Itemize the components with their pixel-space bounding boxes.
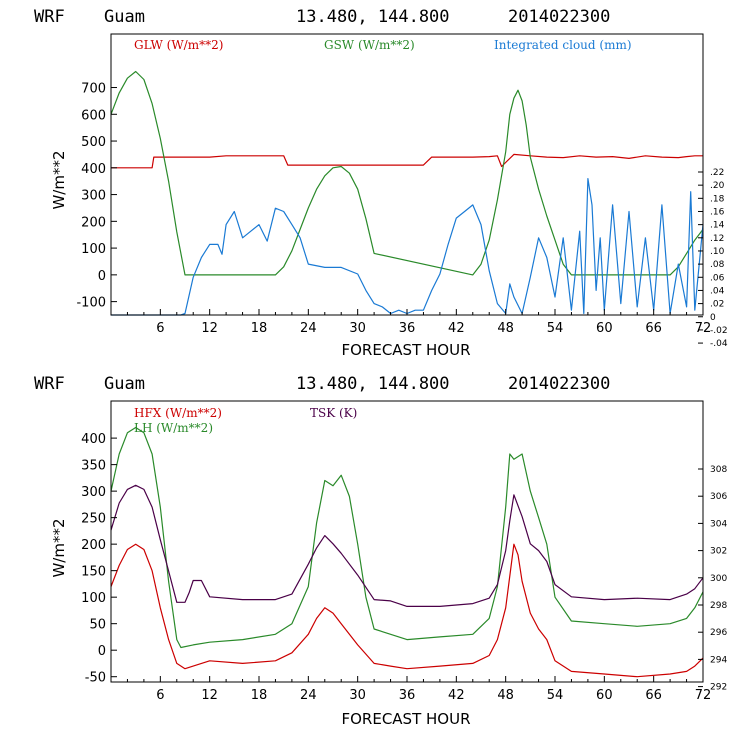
top-xtick: 54 <box>547 321 564 336</box>
bottom-ylabel: W/m**2 <box>50 518 68 577</box>
bottom-model-label: WRF <box>34 374 65 394</box>
bottom-xtick: 54 <box>547 688 564 703</box>
top-model-label: WRF <box>34 7 65 27</box>
bottom-ytick: 200 <box>81 538 106 553</box>
top-rtick: .14 <box>710 221 725 231</box>
bottom-series-line-2 <box>110 484 704 608</box>
bottom-xtick: 36 <box>399 688 416 703</box>
top-panel: WRF Guam 13.480, 144.800 2014022300 GLW … <box>34 7 728 359</box>
top-init-label: 2014022300 <box>508 7 610 27</box>
bottom-ytick: -50 <box>85 671 106 686</box>
top-ytick: 300 <box>81 189 106 204</box>
top-rtick: .04 <box>710 286 725 296</box>
top-ytick: 200 <box>81 215 106 230</box>
bottom-ytick: 300 <box>81 485 106 500</box>
bottom-init-label: 2014022300 <box>508 374 610 394</box>
top-xtick: 6 <box>156 321 164 336</box>
top-series-group <box>110 70 704 316</box>
top-ytick: 500 <box>81 135 106 150</box>
bottom-ytick: 0 <box>98 644 106 659</box>
bottom-rtick: 306 <box>710 492 727 502</box>
bottom-xtick: 42 <box>448 688 465 703</box>
top-rtick: .06 <box>710 273 725 283</box>
top-rtick: .22 <box>710 168 724 178</box>
top-rtick: .10 <box>710 247 725 257</box>
bottom-ytick: 100 <box>81 591 106 606</box>
top-ylabel: W/m**2 <box>50 150 68 209</box>
bottom-legend-tsk: TSK (K) <box>310 406 357 420</box>
bottom-xtick: 18 <box>251 688 268 703</box>
top-rtick: .02 <box>710 300 724 310</box>
top-xtick: 18 <box>251 321 268 336</box>
bottom-rtick: 296 <box>710 628 727 638</box>
top-xtick: 66 <box>645 321 662 336</box>
top-series-line-0 <box>111 153 703 169</box>
bottom-rtick: 298 <box>710 601 727 611</box>
bottom-xtick: 24 <box>300 688 317 703</box>
top-ytick: 600 <box>81 108 106 123</box>
top-series-line-2 <box>111 178 704 316</box>
top-xlabel: FORECAST HOUR <box>341 341 470 359</box>
bottom-rtick: 300 <box>710 574 727 584</box>
top-ytick: -100 <box>76 296 106 311</box>
bottom-xtick: 12 <box>201 688 218 703</box>
top-ytick: 400 <box>81 162 106 177</box>
bottom-ytick: 350 <box>81 459 106 474</box>
top-xtick: 12 <box>201 321 218 336</box>
bottom-rtick: 304 <box>710 519 727 529</box>
top-coords-label: 13.480, 144.800 <box>296 7 450 27</box>
top-plot-frame <box>110 33 704 316</box>
bottom-ytick: 400 <box>81 432 106 447</box>
top-rtick: -.04 <box>710 339 728 349</box>
bottom-rtick: 292 <box>710 683 727 693</box>
top-rtick: 0 <box>710 313 716 323</box>
bottom-panel: WRF Guam 13.480, 144.800 2014022300 HFX … <box>34 374 727 728</box>
top-rtick: .12 <box>710 234 724 244</box>
bottom-series-group <box>110 426 704 678</box>
bottom-ytick: 250 <box>81 512 106 527</box>
bottom-coords-label: 13.480, 144.800 <box>296 374 450 394</box>
top-ytick: 0 <box>98 269 106 284</box>
bottom-xtick: 48 <box>497 688 514 703</box>
top-rtick: .08 <box>710 260 725 270</box>
top-ytick: 700 <box>81 82 106 97</box>
top-series-line-1 <box>110 70 704 276</box>
top-rtick: .18 <box>710 194 725 204</box>
top-rtick: -.02 <box>710 326 728 336</box>
bottom-xtick: 30 <box>349 688 366 703</box>
bottom-station-label: Guam <box>104 374 145 394</box>
bottom-rtick: 294 <box>710 655 727 665</box>
bottom-series-line-1 <box>110 426 704 649</box>
top-station-label: Guam <box>104 7 145 27</box>
top-rtick: .20 <box>710 181 725 191</box>
top-xtick: 36 <box>399 321 416 336</box>
top-xtick: 24 <box>300 321 317 336</box>
top-rtick: .16 <box>710 207 725 217</box>
bottom-legend-hfx: HFX (W/m**2) <box>134 406 222 420</box>
bottom-rtick: 302 <box>710 547 727 557</box>
top-ytick: 100 <box>81 242 106 257</box>
top-xtick: 48 <box>497 321 514 336</box>
bottom-series-line-0 <box>110 543 704 678</box>
top-legend-cloud: Integrated cloud (mm) <box>494 38 632 52</box>
bottom-legend-lh: LH (W/m**2) <box>134 421 213 435</box>
bottom-xtick: 72 <box>695 688 712 703</box>
bottom-rtick: 308 <box>710 465 727 475</box>
top-xtick: 42 <box>448 321 465 336</box>
bottom-xtick: 6 <box>156 688 164 703</box>
top-axes-group <box>111 87 704 344</box>
bottom-ytick: 50 <box>89 618 106 633</box>
top-xtick: 60 <box>596 321 613 336</box>
top-xtick: 30 <box>349 321 366 336</box>
top-legend-gsw: GSW (W/m**2) <box>324 38 415 52</box>
bottom-xtick: 66 <box>645 688 662 703</box>
bottom-axes-group <box>111 437 704 688</box>
bottom-ytick: 150 <box>81 565 106 580</box>
bottom-xtick: 60 <box>596 688 613 703</box>
top-legend-glw: GLW (W/m**2) <box>134 38 223 52</box>
top-xtick: 72 <box>695 321 712 336</box>
bottom-xlabel: FORECAST HOUR <box>341 710 470 728</box>
